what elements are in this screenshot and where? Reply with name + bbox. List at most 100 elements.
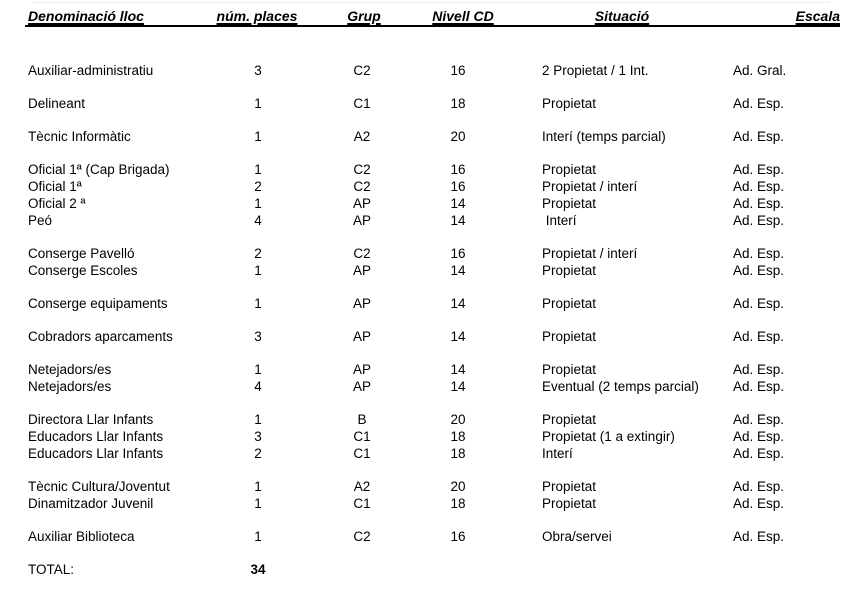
cell-nivell: 14 (450, 213, 466, 228)
cell-lloc: Tècnic Informàtic (28, 129, 131, 144)
cell-escala: Ad. Esp. (733, 429, 785, 444)
cell-escala: Ad. Esp. (733, 196, 785, 211)
header-cell-places: núm. places (216, 8, 298, 24)
cell-grup: A2 (353, 479, 371, 494)
cell-grup: C2 (353, 179, 371, 194)
cell-grup: C2 (353, 529, 371, 544)
cell-escala: Ad. Esp. (733, 412, 785, 427)
cell-situacio: Propietat (542, 329, 597, 344)
table-row: Auxiliar-administratiu 3 C2 16 2 Propietat /… (0, 62, 856, 79)
cell-lloc: Conserge Pavelló (28, 246, 135, 261)
row-group: Directora Llar Infants 1 B 20 Propietat Ad. E… (0, 411, 856, 462)
cell-grup: AP (352, 296, 371, 311)
cell-grup: AP (352, 362, 371, 377)
cell-places: 4 (254, 213, 262, 228)
cell-grup: C2 (353, 63, 371, 78)
cell-nivell: 16 (450, 179, 466, 194)
row-group: Conserge Pavelló 2 C2 16 Propietat / interí A… (0, 245, 856, 279)
cell-nivell: 18 (450, 429, 466, 444)
cell-escala: Ad. Esp. (733, 179, 785, 194)
cell-nivell: 16 (450, 246, 466, 261)
cell-grup: AP (352, 213, 371, 228)
cell-situacio: Propietat (542, 196, 597, 211)
cell-places: 1 (254, 96, 262, 111)
cell-places: 1 (254, 362, 262, 377)
cell-situacio: Propietat (542, 96, 597, 111)
cell-situacio: Propietat (542, 162, 597, 177)
cell-lloc: Tècnic Cultura/Joventut (28, 479, 170, 494)
cell-nivell: 18 (450, 496, 466, 511)
table-row: Educadors Llar Infants 3 C1 18 Propietat (1 … (0, 428, 856, 445)
cell-situacio: Interí (temps parcial) (542, 129, 666, 144)
row-group: Delineant 1 C1 18 Propietat Ad. Esp. (0, 95, 856, 112)
row-group: Auxiliar Biblioteca 1 C2 16 Obra/servei Ad. E… (0, 528, 856, 545)
table-row: Conserge Escoles 1 AP 14 Propietat Ad. Esp. (0, 262, 856, 279)
table-row: Oficial 1ª 2 C2 16 Propietat / interí Ad. Esp… (0, 178, 856, 195)
cell-nivell: 16 (450, 162, 466, 177)
cell-situacio: Propietat (542, 479, 597, 494)
cell-places: 3 (254, 429, 262, 444)
cell-places: 1 (254, 196, 262, 211)
cell-places: 3 (254, 63, 262, 78)
cell-escala: Ad. Esp. (733, 296, 785, 311)
table-body: Auxiliar-administratiu 3 C2 16 2 Propietat /… (0, 62, 856, 561)
scan-artifact-line (34, 2, 830, 3)
cell-grup: C1 (353, 496, 371, 511)
cell-situacio: Interí (542, 446, 573, 461)
cell-escala: Ad. Esp. (733, 329, 785, 344)
cell-places: 4 (254, 379, 262, 394)
table-row: Conserge equipaments 1 AP 14 Propietat Ad. Es… (0, 295, 856, 312)
cell-situacio: Interí (542, 213, 577, 228)
cell-escala: Ad. Esp. (733, 96, 785, 111)
cell-situacio: Obra/servei (542, 529, 612, 544)
table-row: Oficial 1ª (Cap Brigada) 1 C2 16 Propietat Ad… (0, 161, 856, 178)
cell-places: 2 (254, 179, 262, 194)
cell-nivell: 18 (450, 446, 466, 461)
table-header-row: Denominació lloc núm. places Grup Nivell… (25, 8, 840, 27)
row-group: Tècnic Cultura/Joventut 1 A2 20 Propietat Ad.… (0, 478, 856, 512)
cell-lloc: Netejadors/es (28, 362, 112, 377)
header-cell-situacio: Situació (594, 8, 650, 24)
cell-grup: C1 (353, 429, 371, 444)
cell-escala: Ad. Esp. (733, 529, 785, 544)
cell-escala: Ad. Esp. (733, 246, 785, 261)
cell-grup: C2 (353, 162, 371, 177)
row-group: Auxiliar-administratiu 3 C2 16 2 Propietat /… (0, 62, 856, 79)
cell-places: 3 (254, 329, 262, 344)
table-row: Directora Llar Infants 1 B 20 Propietat Ad. E… (0, 411, 856, 428)
cell-situacio: Propietat (542, 362, 597, 377)
cell-nivell: 14 (450, 263, 466, 278)
cell-nivell: 14 (450, 296, 466, 311)
cell-grup: C2 (353, 246, 371, 261)
header-cell-grup: Grup (347, 8, 381, 24)
cell-escala: Ad. Esp. (733, 479, 785, 494)
cell-lloc: Educadors Llar Infants (28, 429, 164, 444)
table-row: Delineant 1 C1 18 Propietat Ad. Esp. (0, 95, 856, 112)
cell-grup: AP (352, 263, 371, 278)
cell-escala: Ad. Esp. (733, 446, 785, 461)
cell-nivell: 16 (450, 529, 466, 544)
cell-lloc: Conserge equipaments (28, 296, 168, 311)
row-group: Oficial 1ª (Cap Brigada) 1 C2 16 Propietat Ad… (0, 161, 856, 229)
cell-places: 2 (254, 446, 262, 461)
cell-situacio: Propietat (542, 296, 597, 311)
cell-grup: B (357, 412, 367, 427)
cell-nivell: 14 (450, 329, 466, 344)
cell-nivell: 20 (450, 479, 466, 494)
table-row: Dinamitzador Juvenil 1 C1 18 Propietat Ad. Es… (0, 495, 856, 512)
table-row: Auxiliar Biblioteca 1 C2 16 Obra/servei Ad. E… (0, 528, 856, 545)
cell-situacio: Propietat (542, 263, 597, 278)
cell-grup: C1 (353, 446, 371, 461)
cell-nivell: 16 (450, 63, 466, 78)
cell-lloc: Educadors Llar Infants (28, 446, 164, 461)
cell-escala: Ad. Esp. (733, 379, 785, 394)
table-row: Peó 4 AP 14 Interí Ad. Esp. (0, 212, 856, 229)
cell-situacio: 2 Propietat / 1 Int. (542, 63, 649, 78)
cell-lloc: Netejadors/es (28, 379, 112, 394)
cell-lloc: Peó (28, 213, 53, 228)
row-group: Tècnic Informàtic 1 A2 20 Interí (temps parc… (0, 128, 856, 145)
cell-escala: Ad. Esp. (733, 162, 785, 177)
table-row: Oficial 2 ª 1 AP 14 Propietat Ad. Esp. (0, 195, 856, 212)
table-row: Netejadors/es 4 AP 14 Eventual (2 temps parc… (0, 378, 856, 395)
